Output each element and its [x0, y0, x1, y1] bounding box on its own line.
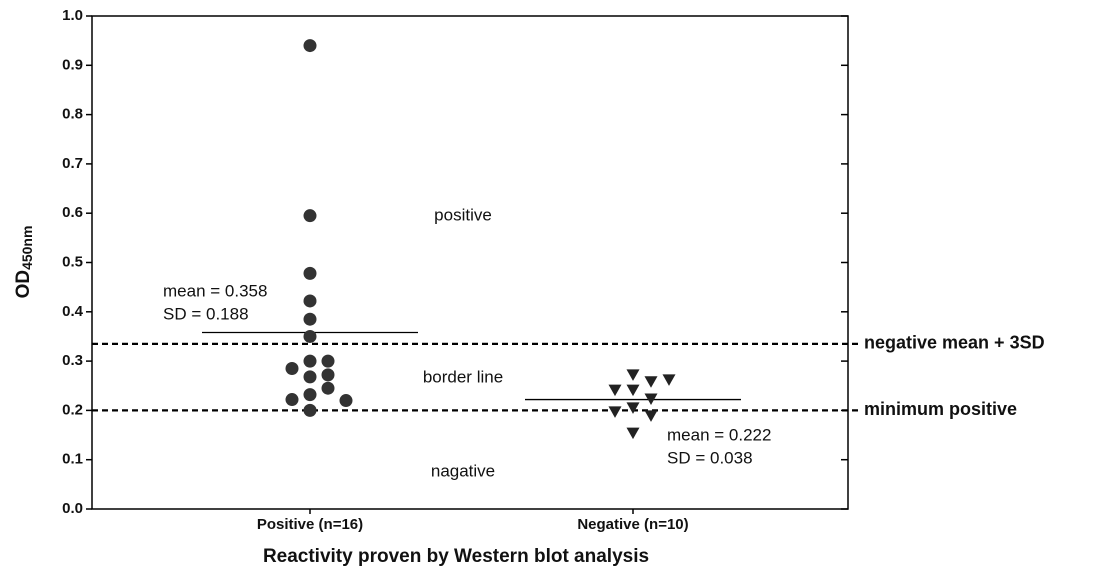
- data-point: [303, 294, 317, 308]
- region-label: nagative: [431, 461, 495, 480]
- y-axis-label-main: OD: [13, 270, 34, 299]
- data-point: [662, 374, 676, 386]
- data-point: [321, 368, 335, 382]
- data-point: [321, 354, 335, 368]
- mean-label: mean = 0.222: [667, 425, 771, 444]
- mean-label: mean = 0.358: [163, 281, 267, 300]
- sd-label: SD = 0.188: [163, 304, 249, 323]
- data-point: [626, 427, 640, 440]
- x-tick-label: Negative (n=10): [577, 516, 688, 533]
- data-point: [644, 376, 658, 388]
- data-point: [303, 209, 317, 223]
- data-point: [303, 403, 317, 417]
- data-point: [644, 410, 658, 422]
- x-tick-label: Positive (n=16): [257, 516, 363, 533]
- data-point: [644, 393, 658, 406]
- data-point: [626, 402, 640, 414]
- y-tick-label: 0.2: [62, 401, 83, 418]
- region-label: positive: [434, 205, 492, 224]
- data-point: [626, 369, 640, 381]
- y-axis-label: OD450nm: [13, 226, 35, 299]
- data-point: [608, 406, 622, 418]
- data-point: [626, 384, 640, 397]
- data-point: [303, 354, 317, 368]
- data-point: [608, 384, 622, 397]
- y-tick-label: 1.0: [62, 7, 83, 24]
- data-point: [303, 39, 317, 53]
- reference-label: minimum positive: [864, 399, 1017, 419]
- data-point: [303, 266, 317, 280]
- y-tick-label: 0.3: [62, 352, 83, 369]
- data-point: [303, 388, 317, 402]
- x-axis-label: Reactivity proven by Western blot analys…: [263, 546, 649, 567]
- y-tick-label: 0.5: [62, 253, 83, 270]
- data-point: [321, 381, 335, 395]
- y-tick-label: 0.4: [62, 303, 84, 320]
- data-point: [285, 393, 299, 407]
- region-label: border line: [423, 367, 503, 386]
- data-point: [303, 370, 317, 384]
- y-tick-label: 0.8: [62, 106, 83, 123]
- y-axis-label-subscript: 450nm: [19, 226, 35, 270]
- y-tick-label: 0.7: [62, 155, 83, 172]
- data-point: [339, 394, 353, 408]
- y-tick-label: 0.0: [62, 500, 83, 517]
- data-point: [303, 329, 317, 343]
- reference-label: negative mean + 3SD: [864, 333, 1045, 353]
- y-tick-label: 0.6: [62, 204, 83, 221]
- data-point: [285, 361, 299, 375]
- y-tick-label: 0.9: [62, 56, 83, 73]
- y-tick-label: 0.1: [62, 451, 83, 468]
- data-point: [303, 312, 317, 326]
- sd-label: SD = 0.038: [667, 448, 753, 467]
